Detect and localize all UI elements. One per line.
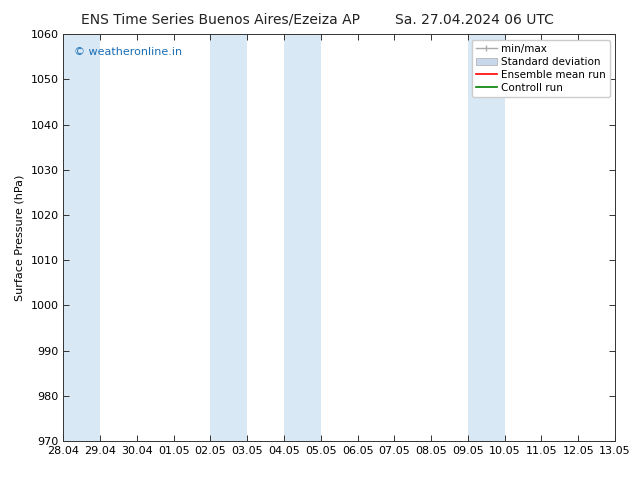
Bar [468,34,505,441]
Y-axis label: Surface Pressure (hPa): Surface Pressure (hPa) [15,174,25,301]
Text: © weatheronline.in: © weatheronline.in [74,47,183,56]
Bar [210,34,247,441]
Bar [63,34,100,441]
Bar [284,34,321,441]
Legend: min/max, Standard deviation, Ensemble mean run, Controll run: min/max, Standard deviation, Ensemble me… [472,40,610,97]
Text: ENS Time Series Buenos Aires/Ezeiza AP        Sa. 27.04.2024 06 UTC: ENS Time Series Buenos Aires/Ezeiza AP S… [81,12,553,26]
